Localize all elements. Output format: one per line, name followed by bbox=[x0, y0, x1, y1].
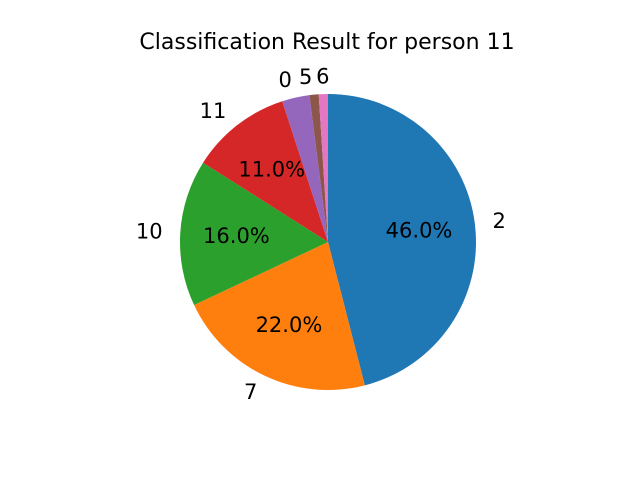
slice-label-5: 5 bbox=[299, 65, 312, 89]
pie-slice-7 bbox=[194, 242, 365, 390]
pct-label-7: 22.0% bbox=[256, 313, 323, 337]
pie-slice-0 bbox=[282, 95, 328, 242]
slice-label-11: 11 bbox=[200, 99, 227, 123]
pie-slices bbox=[180, 94, 476, 390]
pie-slice-2 bbox=[328, 94, 476, 386]
pct-label-10: 16.0% bbox=[203, 224, 270, 248]
chart-title: Classification Result for person 11 bbox=[139, 30, 514, 55]
slice-label-2: 2 bbox=[492, 209, 505, 233]
pct-label-2: 46.0% bbox=[386, 218, 453, 242]
slice-label-7: 7 bbox=[244, 380, 257, 404]
slice-label-0: 0 bbox=[278, 68, 291, 92]
pct-label-11: 11.0% bbox=[238, 157, 305, 181]
slice-label-6: 6 bbox=[316, 64, 329, 88]
pie-slice-11 bbox=[203, 101, 328, 242]
slice-label-10: 10 bbox=[136, 220, 163, 244]
pie-labels: 2 46.0% 7 22.0% 10 16.0% 11 11.0% 0 5 6 bbox=[136, 64, 506, 404]
pie-slice-5 bbox=[309, 94, 328, 242]
pie-slice-6 bbox=[318, 94, 328, 242]
pie-slice-10 bbox=[180, 162, 328, 306]
